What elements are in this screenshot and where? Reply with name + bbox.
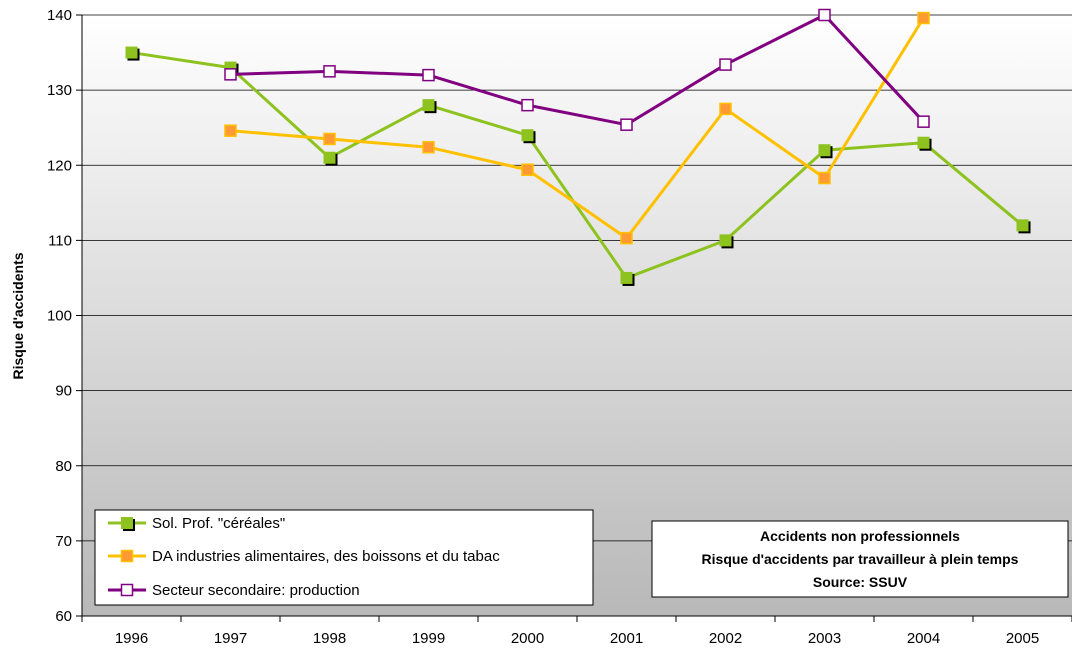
y-tick-label: 80 [55,458,72,475]
legend-item-3: Secteur secondaire: production [108,582,360,599]
data-point [323,151,336,164]
series-line [131,51,1024,280]
x-tick-label: 1996 [115,630,148,647]
info-line-1: Accidents non professionnels [760,528,960,544]
data-point [224,68,237,81]
data-point [719,102,732,116]
series-line [230,17,925,240]
x-tick-label: 2001 [610,630,643,647]
data-point [719,234,732,247]
series-line [230,13,925,127]
data-point [620,271,633,284]
series-3 [224,8,930,131]
info-line-2: Risque d'accidents par travailleur à ple… [702,551,1019,567]
legend-label: DA industries alimentaires, des boissons… [152,548,500,565]
x-tick-label: 2005 [1006,630,1039,647]
legend-item-2: DA industries alimentaires, des boissons… [108,548,500,565]
info-box-frame [651,520,1069,598]
legend-box [94,509,594,606]
series-2 [224,11,930,245]
y-axis-label: Risque d'accidents [10,252,26,379]
legend-label: Sol. Prof. "céréales" [152,515,285,532]
info-line-3: Source: SSUV [813,574,908,590]
data-point [521,163,534,177]
data-point [818,171,831,185]
data-point [1016,219,1029,232]
data-point [224,124,237,137]
data-point [521,129,534,142]
y-tick-label: 70 [55,533,72,550]
data-point [917,136,930,149]
data-point [521,98,534,112]
data-point [917,115,930,128]
x-tick-label: 2003 [808,630,841,647]
data-point [422,140,435,154]
y-tick-label: 120 [47,157,72,174]
info-box: Accidents non professionnels Risque d'ac… [651,520,1069,598]
x-tick-label: 2002 [709,630,742,647]
y-tick-label: 90 [55,383,72,400]
data-point [125,46,138,59]
legend: Sol. Prof. "céréales" DA industries alime… [94,509,594,606]
data-point [422,68,435,82]
x-tick-label: 1999 [412,630,445,647]
data-point [818,144,831,157]
data-point [620,118,633,131]
legend-item-1: Sol. Prof. "céréales" [108,515,285,532]
x-tick-labels: 1996 1997 1998 1999 2000 2001 2002 2003 2004 2005 [115,630,1039,647]
series-layer [125,8,1031,286]
y-tick-label: 60 [55,608,72,625]
data-point [719,58,732,71]
data-point [121,517,133,529]
y-tick-label: 100 [47,308,72,325]
legend-label: Secteur secondaire: production [152,582,360,599]
y-tick-label: 130 [47,82,72,99]
x-tick-label: 1998 [313,630,346,647]
x-tick-label: 2000 [511,630,544,647]
y-tick-labels: 60 70 80 90 100 110 120 130 140 [47,7,72,625]
data-point [620,231,633,245]
data-point [818,8,831,22]
data-point [323,65,336,78]
data-point [120,583,134,597]
x-tick-label: 2004 [907,630,940,647]
x-tick-label: 1997 [214,630,247,647]
y-tick-label: 110 [48,232,72,249]
y-tick-label: 140 [47,7,72,24]
data-point [323,132,336,146]
data-point [120,549,134,563]
data-point [422,99,435,112]
axes [81,15,1072,622]
data-point [917,11,930,25]
